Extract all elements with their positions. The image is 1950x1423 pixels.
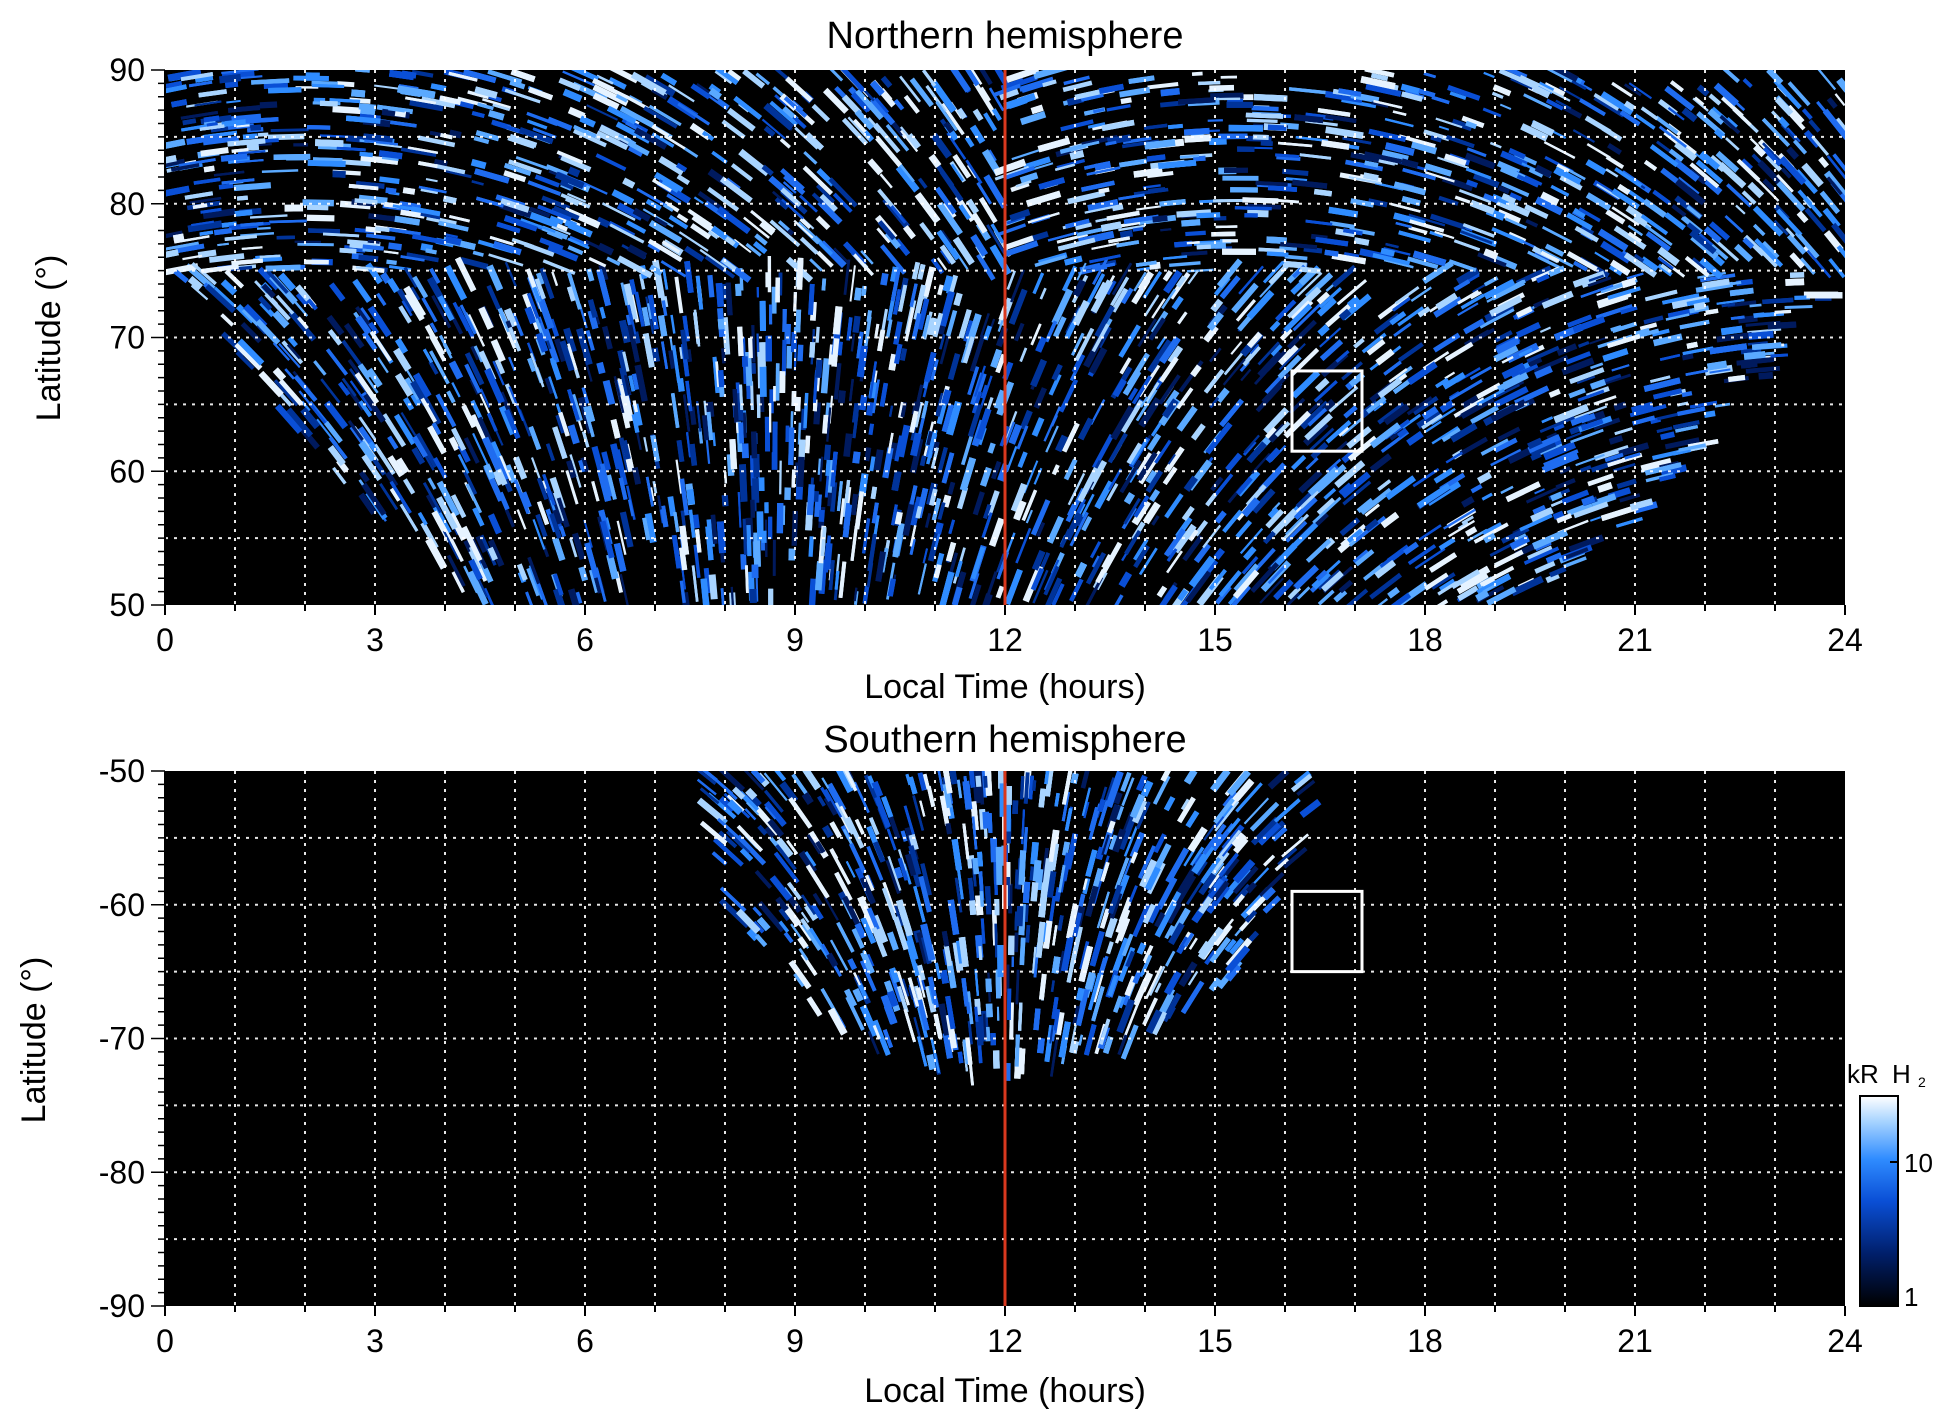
north-x-tick-label: 3 [366, 622, 384, 658]
north-y-tick-labels: 50 60 70 80 90 [109, 52, 145, 623]
north-region-box [1290, 369, 1364, 453]
north-x-tick-label: 24 [1827, 622, 1863, 658]
south-y-tick-label: -90 [99, 1288, 145, 1324]
south-auroral-emission [693, 771, 1322, 1086]
south-y-tick-label: -80 [99, 1154, 145, 1190]
south-x-tick-label: 21 [1617, 1323, 1653, 1359]
south-y-tick-label: -70 [99, 1021, 145, 1057]
north-y-label: Latitude (°) [30, 255, 68, 422]
south-x-tick-label: 0 [156, 1323, 174, 1359]
south-y-label: Latitude (°) [15, 957, 53, 1124]
north-tick-marks [151, 69, 1846, 615]
south-x-tick-labels: 0 3 6 9 12 15 18 21 24 [156, 1323, 1863, 1359]
south-panel: Southern hemisphere 0 3 6 9 12 15 18 21 24 -50 -6… [15, 719, 1863, 1410]
north-y-tick-label: 90 [109, 52, 145, 88]
colorbar-scale [1859, 1095, 1899, 1307]
north-x-tick-label: 18 [1407, 622, 1443, 658]
colorbar-label: kR H 2 [1847, 1059, 1926, 1090]
south-x-tick-label: 6 [576, 1323, 594, 1359]
colorbar: kR H 2 10 1 [1847, 1059, 1933, 1312]
south-tick-marks [151, 770, 1846, 1316]
south-region-box [1290, 889, 1364, 974]
north-x-tick-label: 15 [1197, 622, 1233, 658]
north-x-tick-label: 9 [786, 622, 804, 658]
colorbar-unit: kR [1847, 1059, 1879, 1089]
south-y-tick-label: -60 [99, 887, 145, 923]
colorbar-tick-label-1: 1 [1904, 1282, 1918, 1312]
south-y-tick-label: -50 [99, 753, 145, 789]
north-y-tick-label: 80 [109, 186, 145, 222]
south-x-tick-label: 9 [786, 1323, 804, 1359]
north-x-tick-label: 6 [576, 622, 594, 658]
north-x-tick-labels: 0 3 6 9 12 15 18 21 24 [156, 622, 1863, 658]
south-y-tick-labels: -50 -60 -70 -80 -90 [99, 753, 145, 1324]
south-x-tick-label: 15 [1197, 1323, 1233, 1359]
south-x-tick-label: 18 [1407, 1323, 1443, 1359]
north-y-tick-label: 70 [109, 320, 145, 356]
south-title: Southern hemisphere [823, 719, 1186, 761]
north-x-tick-label: 21 [1617, 622, 1653, 658]
north-y-tick-label: 50 [109, 587, 145, 623]
south-x-tick-label: 12 [987, 1323, 1023, 1359]
colorbar-species: H [1892, 1059, 1911, 1089]
south-x-tick-label: 3 [366, 1323, 384, 1359]
north-x-tick-label: 0 [156, 622, 174, 658]
south-x-label: Local Time (hours) [864, 1372, 1146, 1410]
north-x-label: Local Time (hours) [864, 668, 1146, 706]
north-title: Northern hemisphere [827, 15, 1184, 57]
north-auroral-emission [165, 70, 1845, 605]
north-panel: Northern hemisphere 0 3 6 9 12 15 18 21 24 50 60 7… [30, 15, 1863, 706]
colorbar-tick-label-10: 10 [1904, 1148, 1933, 1178]
north-y-tick-label: 60 [109, 453, 145, 489]
colorbar-subscript: 2 [1918, 1074, 1926, 1090]
south-x-tick-label: 24 [1827, 1323, 1863, 1359]
north-x-tick-label: 12 [987, 622, 1023, 658]
